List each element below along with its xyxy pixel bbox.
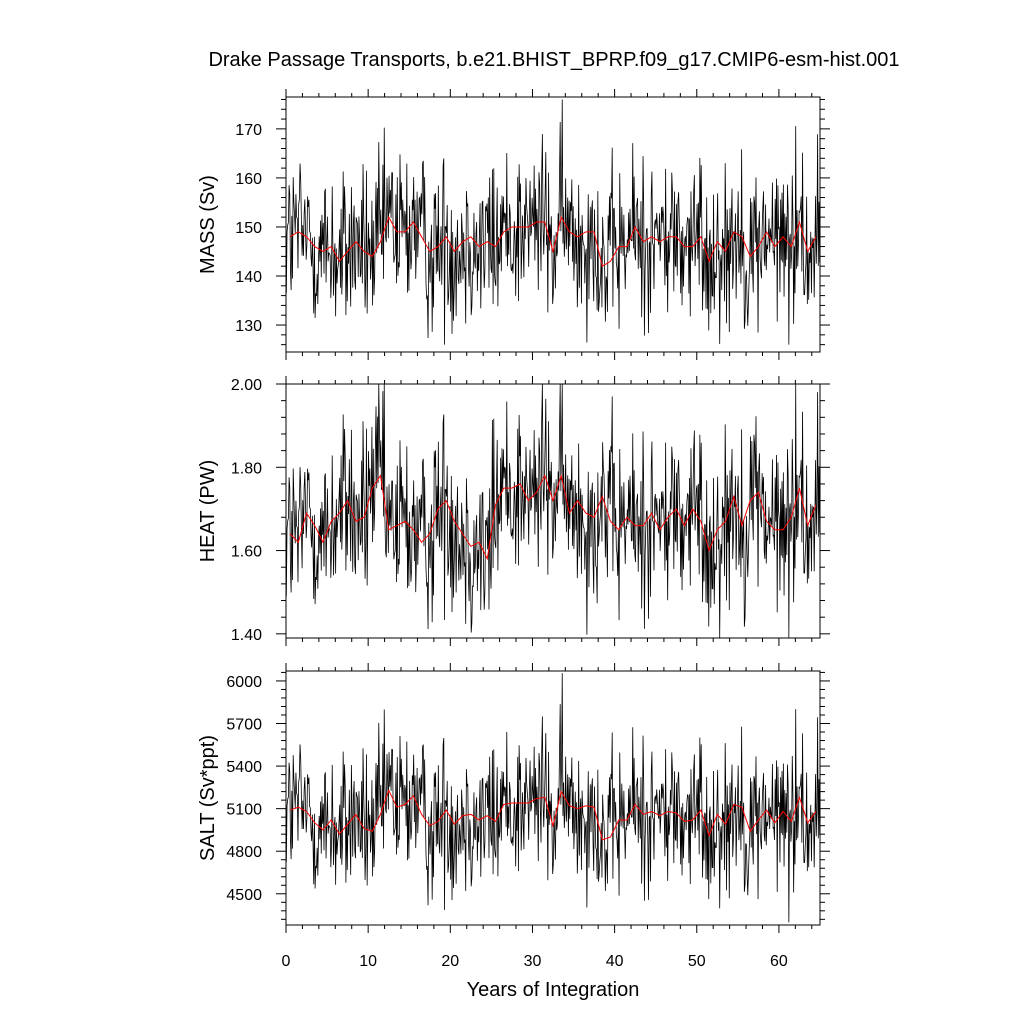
panel-1: 1.40 1.60 1.80 2.00 HEAT (PW) <box>197 376 830 646</box>
x-tick-label: 0 <box>282 953 291 970</box>
x-tick-label: 20 <box>441 953 459 970</box>
panel-2: 4500 4800 5100 5400 5700 6000 SALT (Sv*ppt) <box>197 663 830 933</box>
x-tick-label: 30 <box>524 953 542 970</box>
y-tick-label: 4500 <box>226 887 262 904</box>
monthly-series-line <box>285 383 821 639</box>
y-tick-label: 1.60 <box>231 544 262 561</box>
y-ticks <box>276 98 830 346</box>
x-tick-label: 50 <box>688 953 706 970</box>
x-tick-label: 60 <box>770 953 788 970</box>
chart-title: Drake Passage Transports, b.e21.BHIST_BP… <box>208 49 899 71</box>
y-tick-label: 160 <box>235 171 262 188</box>
x-ticks <box>285 376 813 646</box>
y-tick-label: 5700 <box>226 717 262 734</box>
y-tick-label: 2.00 <box>231 377 262 394</box>
annual-mean-series-line <box>289 788 817 841</box>
y-tick-label: 6000 <box>226 674 262 691</box>
y-ticks <box>276 383 830 635</box>
y-ticks <box>276 671 830 920</box>
x-axis-label: Years of Integration <box>467 979 640 1001</box>
x-tick-label: 40 <box>606 953 624 970</box>
annual-mean-series-line <box>289 215 817 267</box>
plot-frame <box>285 383 821 639</box>
y-tick-label: 140 <box>235 269 262 286</box>
y-tick-label: 150 <box>235 220 262 237</box>
x-ticks <box>285 89 813 360</box>
y-tick-label: 5400 <box>226 759 262 776</box>
y-tick-label: 1.40 <box>231 627 262 644</box>
y-tick-label: 130 <box>235 318 262 335</box>
y-axis-label: MASS (Sv) <box>197 175 219 274</box>
plot-frame <box>285 670 821 926</box>
x-tick-label: 10 <box>359 953 377 970</box>
x-ticks <box>285 663 813 933</box>
panels: 130 140 150 160 170 MASS (Sv) 1.40 1.60 1.80 2.00… <box>197 89 830 933</box>
plot-frame <box>285 96 821 353</box>
annual-mean-series-line <box>289 473 817 561</box>
y-axis-label: HEAT (PW) <box>197 460 219 563</box>
y-axis-label: SALT (Sv*ppt) <box>197 735 219 861</box>
monthly-series-line <box>285 99 821 345</box>
y-tick-label: 170 <box>235 122 262 139</box>
x-axis-tick-labels: 0 10 20 30 40 50 60 <box>282 953 788 970</box>
y-tick-label: 5100 <box>226 802 262 819</box>
y-tick-label: 1.80 <box>231 460 262 477</box>
monthly-series-line <box>285 673 821 923</box>
panel-0: 130 140 150 160 170 MASS (Sv) <box>197 89 830 360</box>
y-tick-label: 4800 <box>226 844 262 861</box>
